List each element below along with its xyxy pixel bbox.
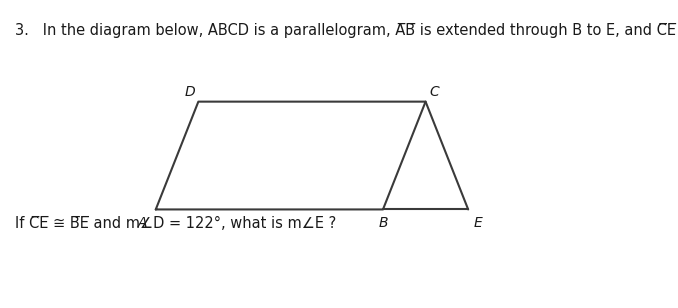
Text: 3.   In the diagram below, ABCD is a parallelogram, A̅B̅ is extended through B t: 3. In the diagram below, ABCD is a paral…: [15, 23, 678, 38]
Text: D: D: [184, 85, 195, 99]
Text: A: A: [138, 217, 148, 230]
Text: C: C: [429, 85, 439, 99]
Text: If C̅E̅ ≅ B̅E̅ and m∠D = 122°, what is m∠E ?: If C̅E̅ ≅ B̅E̅ and m∠D = 122°, what is m…: [15, 216, 336, 231]
Text: E: E: [474, 217, 483, 230]
Text: B: B: [378, 217, 388, 230]
